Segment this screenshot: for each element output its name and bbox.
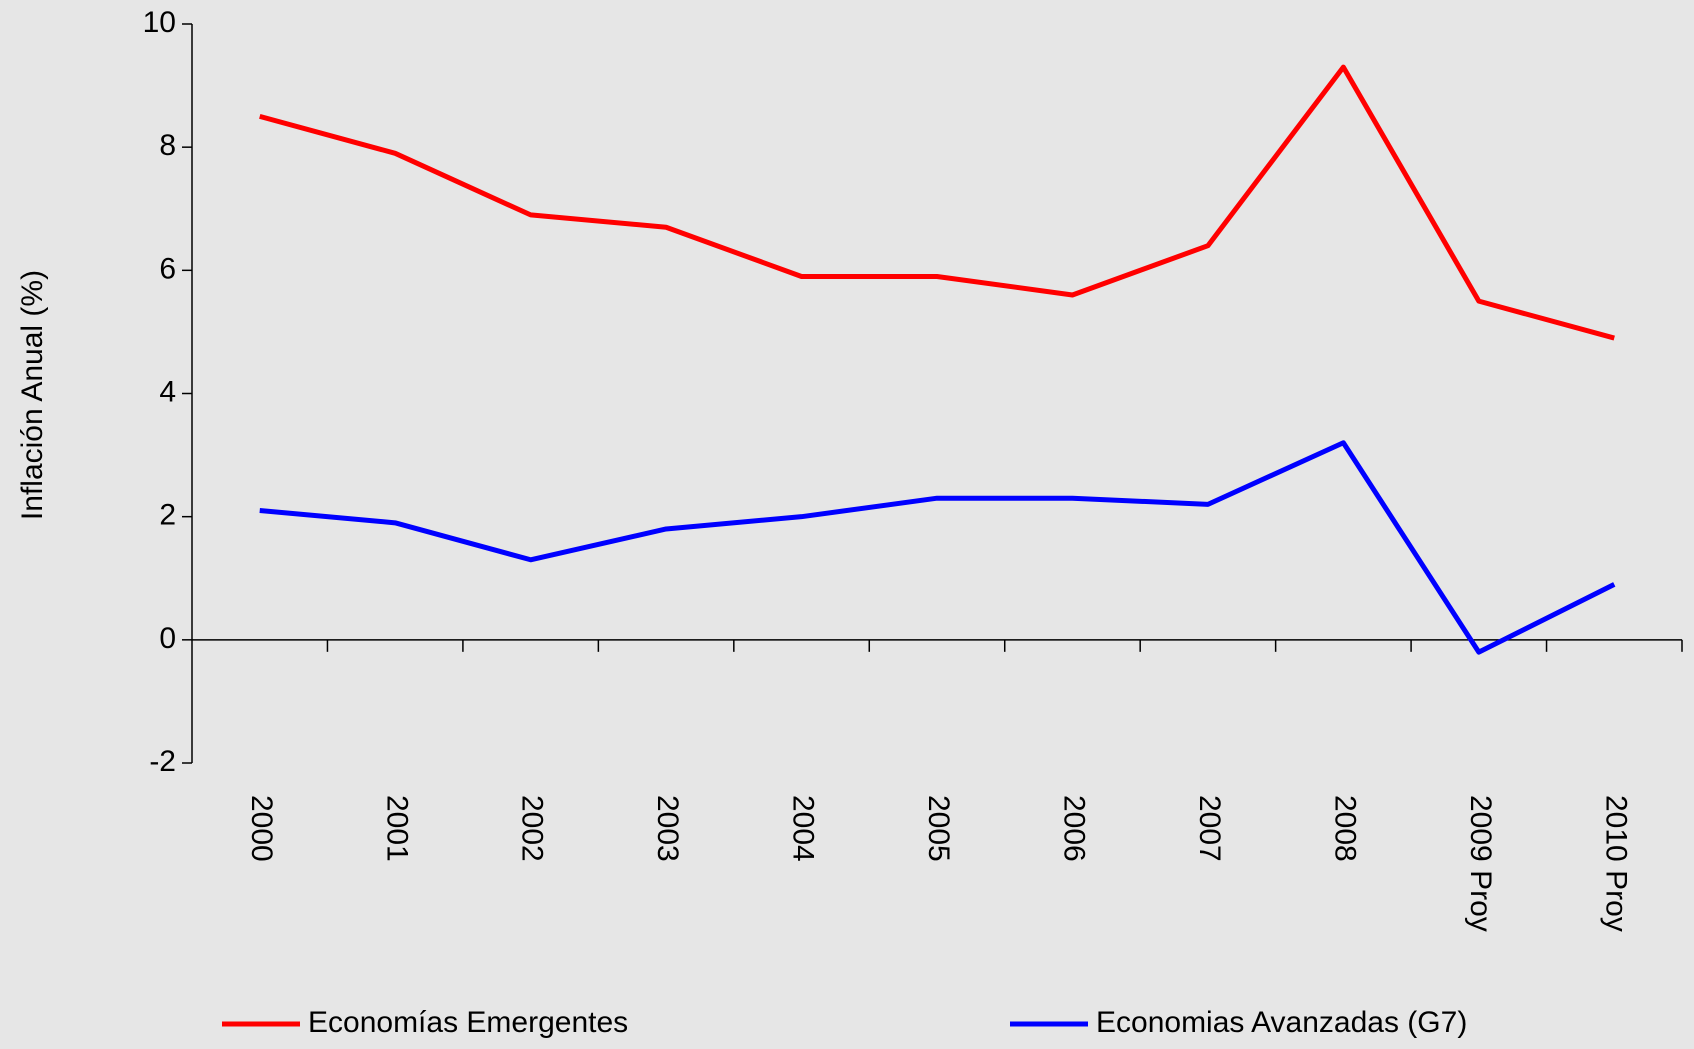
x-tick-label: 2006 [1058,795,1091,862]
y-tick-label: 2 [159,499,176,532]
x-tick-label: 2002 [516,795,549,862]
x-tick-label: 2009 Proy [1464,795,1497,932]
y-tick-label: -2 [149,745,176,778]
x-tick-label: 2003 [651,795,684,862]
x-tick-label: 2005 [922,795,955,862]
x-tick-label: 2010 Proy [1599,795,1632,932]
y-tick-label: 10 [143,6,176,39]
legend-label: Economias Avanzadas (G7) [1096,1006,1467,1039]
y-axis-label: Inflación Anual (%) [16,270,49,520]
y-tick-label: 6 [159,252,176,285]
x-tick-label: 2004 [787,795,820,862]
x-tick-label: 2008 [1328,795,1361,862]
series-line [259,440,1616,655]
y-tick-label: 0 [159,622,176,655]
legend-label: Economías Emergentes [308,1006,628,1039]
x-tick-label: 2001 [380,795,413,862]
x-tick-label: 2007 [1193,795,1226,862]
series-line [259,64,1615,341]
y-tick-label: 4 [159,375,176,408]
y-tick-label: 8 [159,129,176,162]
x-tick-label: 2000 [245,795,278,862]
